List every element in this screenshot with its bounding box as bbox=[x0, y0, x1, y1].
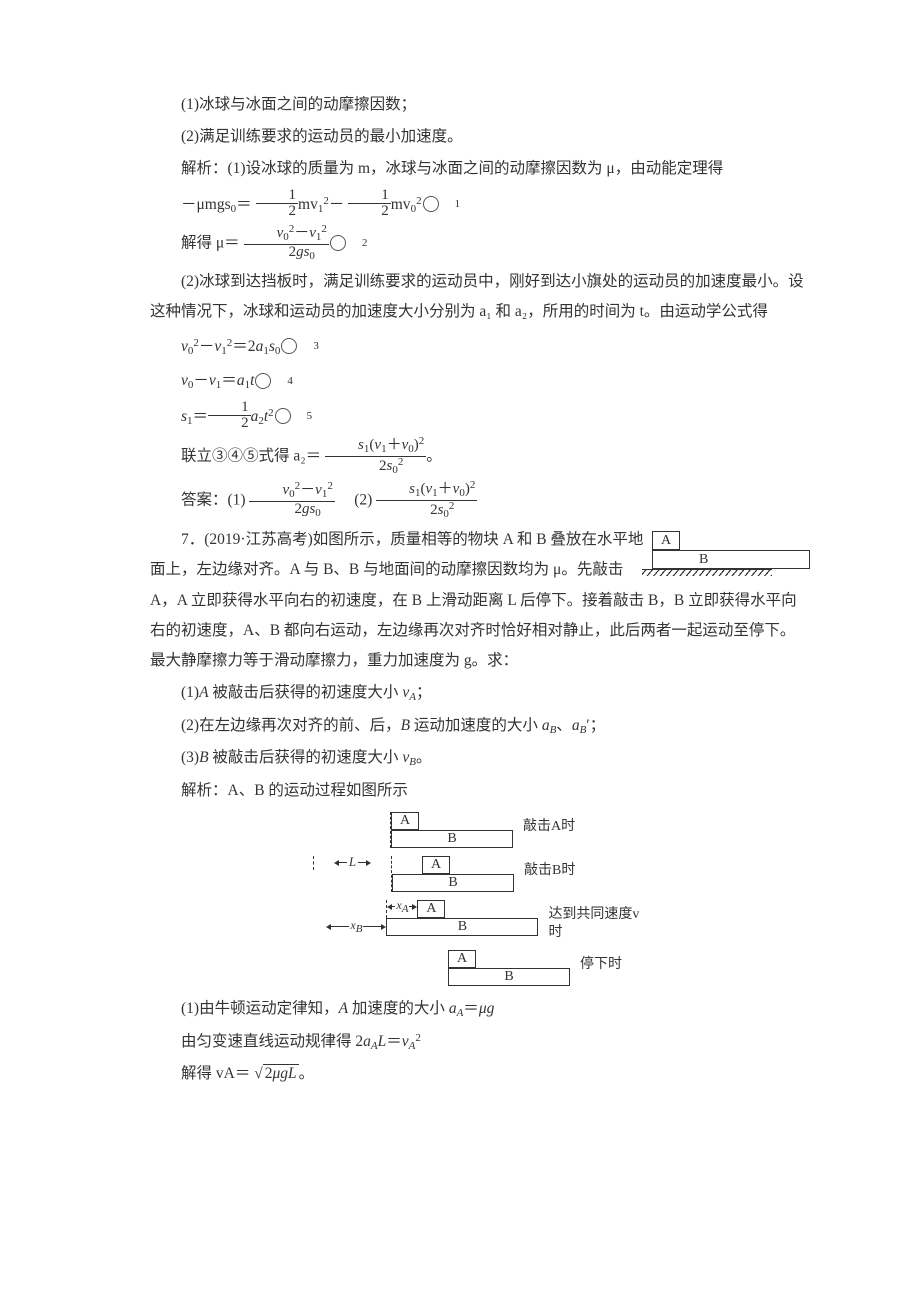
mv1: mv bbox=[298, 195, 318, 212]
d4-a: A bbox=[448, 950, 476, 968]
d4-b: B bbox=[448, 968, 570, 986]
ground-hatch bbox=[642, 569, 772, 576]
equation-3: v02－v12＝2a1s03 bbox=[150, 332, 810, 362]
mv0: mv bbox=[391, 195, 411, 212]
q7-part3: (3)B 被敲击后获得的初速度大小 vB。 bbox=[150, 743, 810, 773]
q7-eq-3: 解得 vA＝ √2μgL。 bbox=[150, 1059, 810, 1089]
eq1-lhs: －μmgs bbox=[181, 195, 231, 212]
minus-1: － bbox=[329, 195, 345, 212]
period-1: 。 bbox=[426, 448, 442, 465]
q7-eq-2: 由匀变速直线运动规律得 2aAL＝vA2 bbox=[150, 1027, 810, 1057]
q7-solution-intro: 解析：A、B 的运动过程如图所示 bbox=[150, 776, 810, 806]
process-diagram: A B 敲击A时 L A B 敲击B时 bbox=[310, 812, 650, 986]
circled-3: 3 bbox=[281, 338, 297, 354]
answer-mid: (2) bbox=[339, 492, 373, 509]
answer-label: 答案：(1) bbox=[181, 492, 246, 509]
d3-a: A bbox=[417, 900, 445, 918]
combine-line: 联立③④⑤式得 a₂＝ s1(v1＋v0)22s02。 bbox=[150, 437, 810, 477]
half-3: 12 bbox=[208, 400, 251, 433]
frac-den-2: 2 bbox=[348, 204, 391, 220]
circled-4: 4 bbox=[255, 373, 271, 389]
q7-eq-1: (1)由牛顿运动定律知，A 加速度的大小 aA＝μg bbox=[150, 994, 810, 1024]
half-2: 12 bbox=[348, 188, 391, 221]
q7-eq3-pre: 解得 vA＝ bbox=[181, 1065, 250, 1082]
equation-1: －μmgs0＝ 12mv12－ 12mv021 bbox=[150, 189, 810, 222]
diagram-row-4: A B 停下时 bbox=[310, 950, 650, 986]
solution-1-intro: 解析：(1)设冰球的质量为 m，冰球与冰面之间的动摩擦因数为 μ，由动能定理得 bbox=[150, 154, 810, 184]
mu-num: v02－v12 bbox=[244, 224, 329, 245]
diagram-row-2: L A B 敲击B时 bbox=[310, 856, 650, 892]
ans2-num: s1(v1＋v0)2 bbox=[376, 480, 477, 501]
frac-num: 1 bbox=[256, 188, 299, 205]
circled-1: 1 bbox=[423, 196, 439, 212]
d3-b: B bbox=[386, 918, 538, 936]
circled-5: 5 bbox=[275, 408, 291, 424]
ans2-frac: s1(v1＋v0)22s02 bbox=[376, 480, 477, 520]
d2-b: B bbox=[392, 874, 514, 892]
a2-den: 2s02 bbox=[325, 457, 426, 477]
d1-b: B bbox=[391, 830, 513, 848]
d2-L: L bbox=[347, 854, 358, 871]
half-1: 12 bbox=[256, 188, 299, 221]
a2-num: s1(v1＋v0)2 bbox=[325, 436, 426, 457]
ans1-frac: v02－v122gs0 bbox=[249, 481, 334, 519]
frac-den-3: 2 bbox=[208, 416, 251, 432]
ans1-den: 2gs0 bbox=[249, 502, 334, 520]
eq1-eq: ＝ bbox=[236, 195, 252, 212]
q7-part2: (2)在左边缘再次对齐的前、后，B 运动加速度的大小 aB、aB′； bbox=[150, 711, 810, 741]
period-2: 。 bbox=[299, 1065, 315, 1082]
mu-den: 2gs0 bbox=[244, 245, 329, 263]
d3-label: 达到共同速度v时 bbox=[548, 900, 650, 942]
mv0-sup: 2 bbox=[416, 194, 422, 206]
question-part-2: (2)满足训练要求的运动员的最小加速度。 bbox=[150, 122, 810, 152]
d2-a: A bbox=[422, 856, 450, 874]
question-part-1: (1)冰球与冰面之间的动摩擦因数； bbox=[150, 90, 810, 120]
ans2-den: 2s02 bbox=[376, 501, 477, 521]
frac-den: 2 bbox=[256, 204, 299, 220]
d4-label: 停下时 bbox=[580, 950, 622, 974]
solution-1-part2: (2)冰球到达挡板时，满足训练要求的运动员中，刚好到达小旗处的运动员的加速度最小… bbox=[150, 267, 810, 327]
a2-frac: s1(v1＋v0)22s02 bbox=[325, 436, 426, 476]
fig-ab-stack: A B bbox=[652, 531, 810, 576]
sqrt-expr: √2μgL bbox=[254, 1064, 298, 1082]
diagram-row-1: A B 敲击A时 bbox=[310, 812, 650, 848]
block-a-small: A bbox=[652, 531, 680, 550]
answer-line: 答案：(1) v02－v122gs0 (2) s1(v1＋v0)22s02 bbox=[150, 481, 810, 521]
diagram-row-3: xA A xB B bbox=[310, 900, 650, 942]
frac-num-2: 1 bbox=[348, 188, 391, 205]
d1-a: A bbox=[391, 812, 419, 830]
equation-mu: 解得 μ＝ v02－v122gs02 bbox=[150, 225, 810, 263]
page-root: (1)冰球与冰面之间的动摩擦因数； (2)满足训练要求的运动员的最小加速度。 解… bbox=[0, 0, 920, 1302]
d2-label: 敲击B时 bbox=[524, 856, 575, 880]
q7-part1: (1)A 被敲击后获得的初速度大小 vA； bbox=[150, 678, 810, 708]
ans1-num: v02－v12 bbox=[249, 481, 334, 502]
equation-5: s1＝12a2t25 bbox=[150, 401, 810, 434]
equation-4: v0－v1＝a1t4 bbox=[150, 366, 810, 396]
solve-mu-label: 解得 μ＝ bbox=[181, 235, 240, 252]
mu-frac: v02－v122gs0 bbox=[244, 224, 329, 262]
block-b-long: B bbox=[652, 550, 810, 569]
combine-label: 联立③④⑤式得 a₂＝ bbox=[181, 448, 321, 465]
frac-num-3: 1 bbox=[208, 400, 251, 417]
d1-label: 敲击A时 bbox=[523, 812, 575, 836]
circled-2: 2 bbox=[330, 235, 346, 251]
